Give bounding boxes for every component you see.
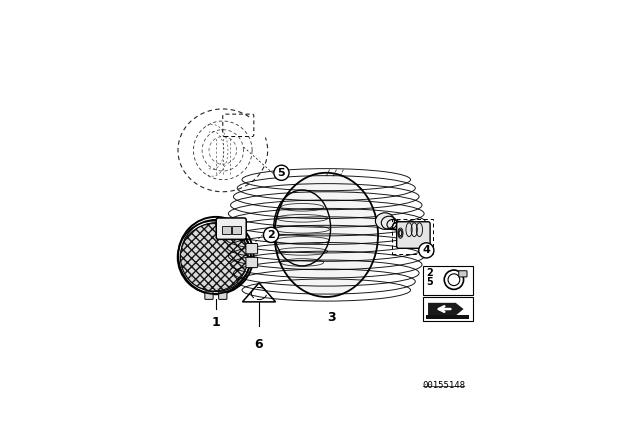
Text: 4: 4: [422, 246, 430, 255]
Polygon shape: [428, 303, 463, 315]
Bar: [426, 315, 469, 319]
Bar: [423, 266, 473, 295]
Bar: [392, 220, 433, 254]
Text: 3: 3: [327, 311, 336, 324]
Text: 5: 5: [278, 168, 285, 178]
FancyBboxPatch shape: [246, 257, 258, 267]
Text: 00155148: 00155148: [422, 381, 465, 390]
Circle shape: [419, 243, 434, 258]
Circle shape: [180, 224, 248, 291]
FancyBboxPatch shape: [397, 222, 430, 248]
Text: 6: 6: [255, 338, 263, 351]
Text: 2: 2: [268, 230, 275, 240]
FancyBboxPatch shape: [232, 226, 241, 234]
FancyBboxPatch shape: [219, 292, 227, 299]
FancyBboxPatch shape: [216, 218, 246, 239]
Bar: [423, 297, 473, 321]
Text: 2: 2: [426, 268, 433, 278]
FancyBboxPatch shape: [246, 244, 258, 254]
Circle shape: [264, 227, 278, 242]
FancyBboxPatch shape: [222, 226, 231, 234]
FancyBboxPatch shape: [459, 271, 467, 277]
Circle shape: [274, 165, 289, 181]
Text: 1: 1: [211, 316, 220, 329]
FancyBboxPatch shape: [205, 292, 213, 299]
Ellipse shape: [275, 173, 378, 297]
Text: 5: 5: [426, 277, 433, 287]
Ellipse shape: [376, 213, 394, 229]
